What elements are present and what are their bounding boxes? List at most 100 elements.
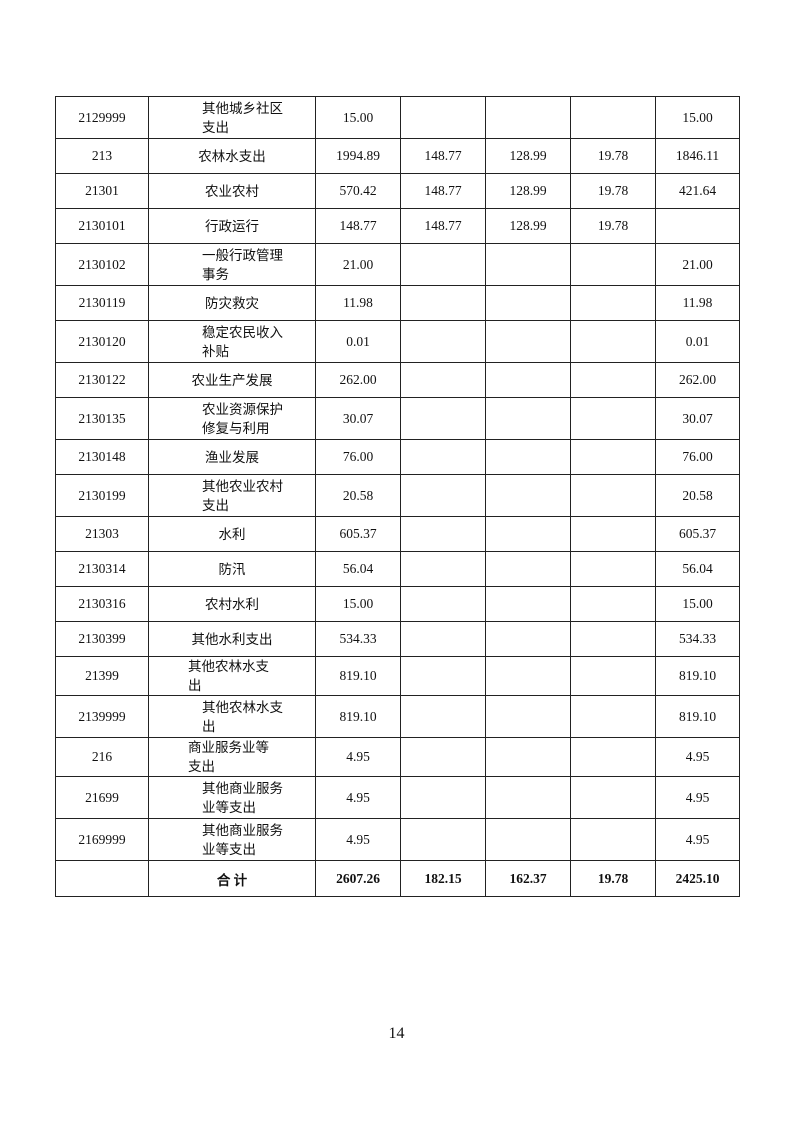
cell-project: 21.00 [655, 243, 740, 286]
table-row: 21301 农业农村 570.42 148.77 128.99 19.78 421.64 [55, 173, 740, 209]
cell-project: 534.33 [655, 621, 740, 657]
table-row: 2169999 其他商业服务业等支出 4.95 4.95 [55, 818, 740, 861]
cell-code: 2139999 [55, 695, 149, 738]
cell-total: 56.04 [315, 551, 401, 587]
item-name: 农业生产发展 [191, 372, 273, 388]
item-name: 农村水利 [205, 596, 259, 612]
table-row: 2130316 农村水利 15.00 15.00 [55, 586, 740, 622]
cell-name: 农业生产发展 [148, 362, 316, 398]
cell-total: 534.33 [315, 621, 401, 657]
item-name: 商业服务业等支出 [188, 740, 269, 774]
cell-personnel [485, 586, 571, 622]
table-row: 21399 其他农林水支出 819.10 819.10 [55, 656, 740, 696]
cell-code: 2130316 [55, 586, 149, 622]
cell-public [570, 439, 656, 475]
item-name: 其他农业农村支出 [202, 478, 283, 513]
cell-total: 76.00 [315, 439, 401, 475]
cell-project: 4.95 [655, 776, 740, 819]
cell-total: 570.42 [315, 173, 401, 209]
cell-project: 30.07 [655, 397, 740, 440]
table-row: 2139999 其他农林水支出 819.10 819.10 [55, 695, 740, 738]
cell-name: 渔业发展 [148, 439, 316, 475]
cell-project: 15.00 [655, 96, 740, 139]
cell-name: 商业服务业等支出 [148, 737, 316, 777]
cell-basic [400, 285, 486, 321]
cell-personnel [485, 96, 571, 139]
cell-basic [400, 621, 486, 657]
cell-name: 合 计 [148, 860, 316, 897]
total-row: 合 计 2607.26 182.15 162.37 19.78 2425.10 [55, 860, 740, 897]
cell-project: 1846.11 [655, 138, 740, 174]
cell-basic [400, 656, 486, 696]
table-row: 21303 水利 605.37 605.37 [55, 516, 740, 552]
cell-public: 19.78 [570, 173, 656, 209]
cell-code: 213 [55, 138, 149, 174]
cell-basic [400, 551, 486, 587]
cell-personnel: 162.37 [485, 860, 571, 897]
cell-basic: 148.77 [400, 173, 486, 209]
item-name: 防汛 [218, 561, 246, 577]
cell-project: 819.10 [655, 656, 740, 696]
cell-name: 农村水利 [148, 586, 316, 622]
item-name: 防灾救灾 [205, 295, 259, 311]
cell-code: 2130135 [55, 397, 149, 440]
item-name: 其他城乡社区支出 [202, 100, 283, 135]
item-name: 水利 [218, 526, 246, 542]
cell-name: 其他城乡社区支出 [148, 96, 316, 139]
cell-personnel [485, 776, 571, 819]
cell-name: 农林水支出 [148, 138, 316, 174]
cell-project: 15.00 [655, 586, 740, 622]
table-row: 2129999 其他城乡社区支出 15.00 15.00 [55, 96, 740, 139]
cell-total: 15.00 [315, 96, 401, 139]
cell-public [570, 397, 656, 440]
cell-total: 0.01 [315, 320, 401, 363]
cell-public [570, 362, 656, 398]
cell-personnel: 128.99 [485, 138, 571, 174]
cell-basic [400, 474, 486, 517]
cell-public [570, 656, 656, 696]
table-row: 213 农林水支出 1994.89 148.77 128.99 19.78 1846.11 [55, 138, 740, 174]
cell-basic [400, 243, 486, 286]
cell-personnel [485, 737, 571, 777]
cell-code: 2130399 [55, 621, 149, 657]
item-name: 农业农村 [205, 183, 259, 199]
cell-personnel [485, 285, 571, 321]
cell-project: 20.58 [655, 474, 740, 517]
cell-total: 2607.26 [315, 860, 401, 897]
table-row: 2130399 其他水利支出 534.33 534.33 [55, 621, 740, 657]
cell-code: 216 [55, 737, 149, 777]
item-name: 行政运行 [205, 218, 259, 234]
table-row: 2130101 行政运行 148.77 148.77 128.99 19.78 [55, 208, 740, 244]
cell-personnel [485, 243, 571, 286]
cell-total: 605.37 [315, 516, 401, 552]
table-row: 2130148 渔业发展 76.00 76.00 [55, 439, 740, 475]
cell-public [570, 320, 656, 363]
cell-personnel [485, 621, 571, 657]
cell-total: 30.07 [315, 397, 401, 440]
cell-public [570, 586, 656, 622]
cell-name: 其他农业农村支出 [148, 474, 316, 517]
cell-project: 56.04 [655, 551, 740, 587]
cell-total: 4.95 [315, 818, 401, 861]
cell-public [570, 516, 656, 552]
item-name: 一般行政管理事务 [202, 247, 283, 282]
cell-basic: 148.77 [400, 208, 486, 244]
table-row: 2130102 一般行政管理事务 21.00 21.00 [55, 243, 740, 286]
cell-project: 11.98 [655, 285, 740, 321]
cell-total: 4.95 [315, 776, 401, 819]
cell-name: 其他商业服务业等支出 [148, 776, 316, 819]
table-row: 2130122 农业生产发展 262.00 262.00 [55, 362, 740, 398]
page-number: 14 [388, 1025, 405, 1042]
cell-name: 水利 [148, 516, 316, 552]
cell-basic [400, 516, 486, 552]
cell-basic [400, 737, 486, 777]
item-name: 其他农林水支出 [188, 659, 269, 693]
cell-code: 21699 [55, 776, 149, 819]
cell-total: 15.00 [315, 586, 401, 622]
cell-public [570, 621, 656, 657]
cell-public [570, 776, 656, 819]
cell-project: 605.37 [655, 516, 740, 552]
cell-basic [400, 776, 486, 819]
cell-total: 4.95 [315, 737, 401, 777]
cell-project: 4.95 [655, 818, 740, 861]
